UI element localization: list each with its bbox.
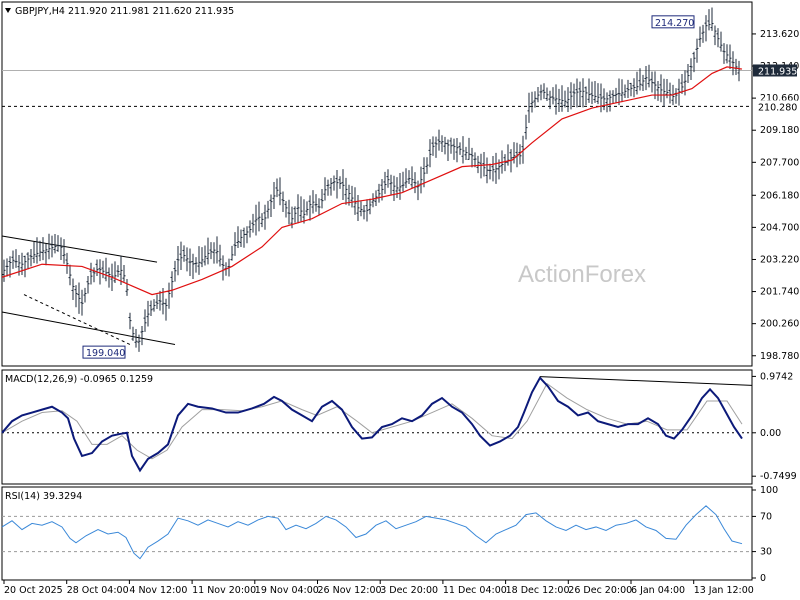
support-price-tag: 210.280	[758, 102, 797, 113]
current-price-tag-bg	[753, 64, 797, 77]
y-tick-label: 203.220	[760, 254, 799, 265]
price-layer: 214.270 199.040	[1, 7, 752, 359]
moving-average-line	[1, 66, 743, 296]
x-tick-label: 19 Nov 04:00	[255, 585, 319, 596]
x-tick-label: 18 Dec 12:00	[506, 585, 570, 596]
axes-layer: 213.620212.140210.660209.180207.700206.1…	[3, 29, 799, 596]
x-tick-label: 6 Jan 04:00	[631, 585, 685, 596]
x-tick-label: 28 Oct 04:00	[67, 585, 129, 596]
macd-panel-frame	[1, 369, 753, 485]
macd-y-tick-label: 0.00	[760, 428, 781, 439]
x-tick-label: 4 Nov 12:00	[129, 585, 187, 596]
x-tick-label: 26 Dec 20:00	[568, 585, 632, 596]
macd-header: MACD(12,26,9) -0.0965 0.1259	[5, 374, 153, 385]
y-tick-label: 210.660	[760, 93, 799, 104]
y-tick-label: 206.180	[760, 190, 799, 201]
rsi-y-tick-label: 0	[760, 573, 766, 584]
y-tick-label: 213.620	[760, 29, 799, 40]
x-tick-label: 11 Nov 20:00	[192, 585, 256, 596]
x-tick-label: 3 Dec 20:00	[380, 585, 438, 596]
trend-line	[1, 235, 158, 263]
rsi-y-tick-label: 70	[760, 511, 772, 522]
price-annotation-box	[82, 345, 126, 359]
rsi-y-tick-label: 100	[760, 485, 778, 496]
rsi-panel-frame	[1, 486, 753, 581]
price-annotation: 199.040	[86, 348, 125, 359]
x-tick-label: 13 Jan 12:00	[694, 585, 754, 596]
macd-y-tick-label: 0.9742	[760, 371, 793, 382]
rsi-y-tick-label: 30	[760, 547, 772, 558]
y-tick-label: 201.740	[760, 287, 799, 298]
macd-trend-line	[539, 376, 753, 386]
macd-signal-line	[1, 382, 743, 460]
x-tick-label: 20 Oct 2025	[4, 585, 63, 596]
y-tick-label: 204.700	[760, 222, 799, 233]
x-tick-label: 11 Dec 04:00	[443, 585, 507, 596]
macd-main-line	[1, 376, 743, 473]
x-tick-label: 26 Nov 12:00	[318, 585, 382, 596]
macd-y-tick-label: -0.7499	[760, 471, 797, 482]
y-tick-label: 207.700	[760, 157, 799, 168]
trend-line	[23, 294, 131, 345]
collapse-triangle-icon[interactable]	[5, 8, 11, 13]
price-annotation: 214.270	[655, 18, 694, 29]
y-tick-label: 198.780	[760, 351, 799, 362]
price-annotation-box	[651, 15, 695, 29]
watermark: ActionForex	[518, 261, 646, 288]
current-price-tag: 211.935	[758, 66, 797, 77]
support-price-tag-bg	[753, 100, 797, 113]
trend-line	[1, 311, 176, 345]
price-header: GBPJPY,H4 211.920 211.981 211.620 211.93…	[15, 6, 234, 17]
price-panel-frame	[1, 1, 753, 367]
rsi-line	[1, 505, 743, 560]
rsi-layer	[1, 505, 752, 560]
y-tick-label: 200.260	[760, 319, 799, 330]
macd-layer	[1, 376, 753, 473]
y-tick-label: 209.180	[760, 125, 799, 136]
rsi-header: RSI(14) 39.3294	[5, 491, 82, 502]
